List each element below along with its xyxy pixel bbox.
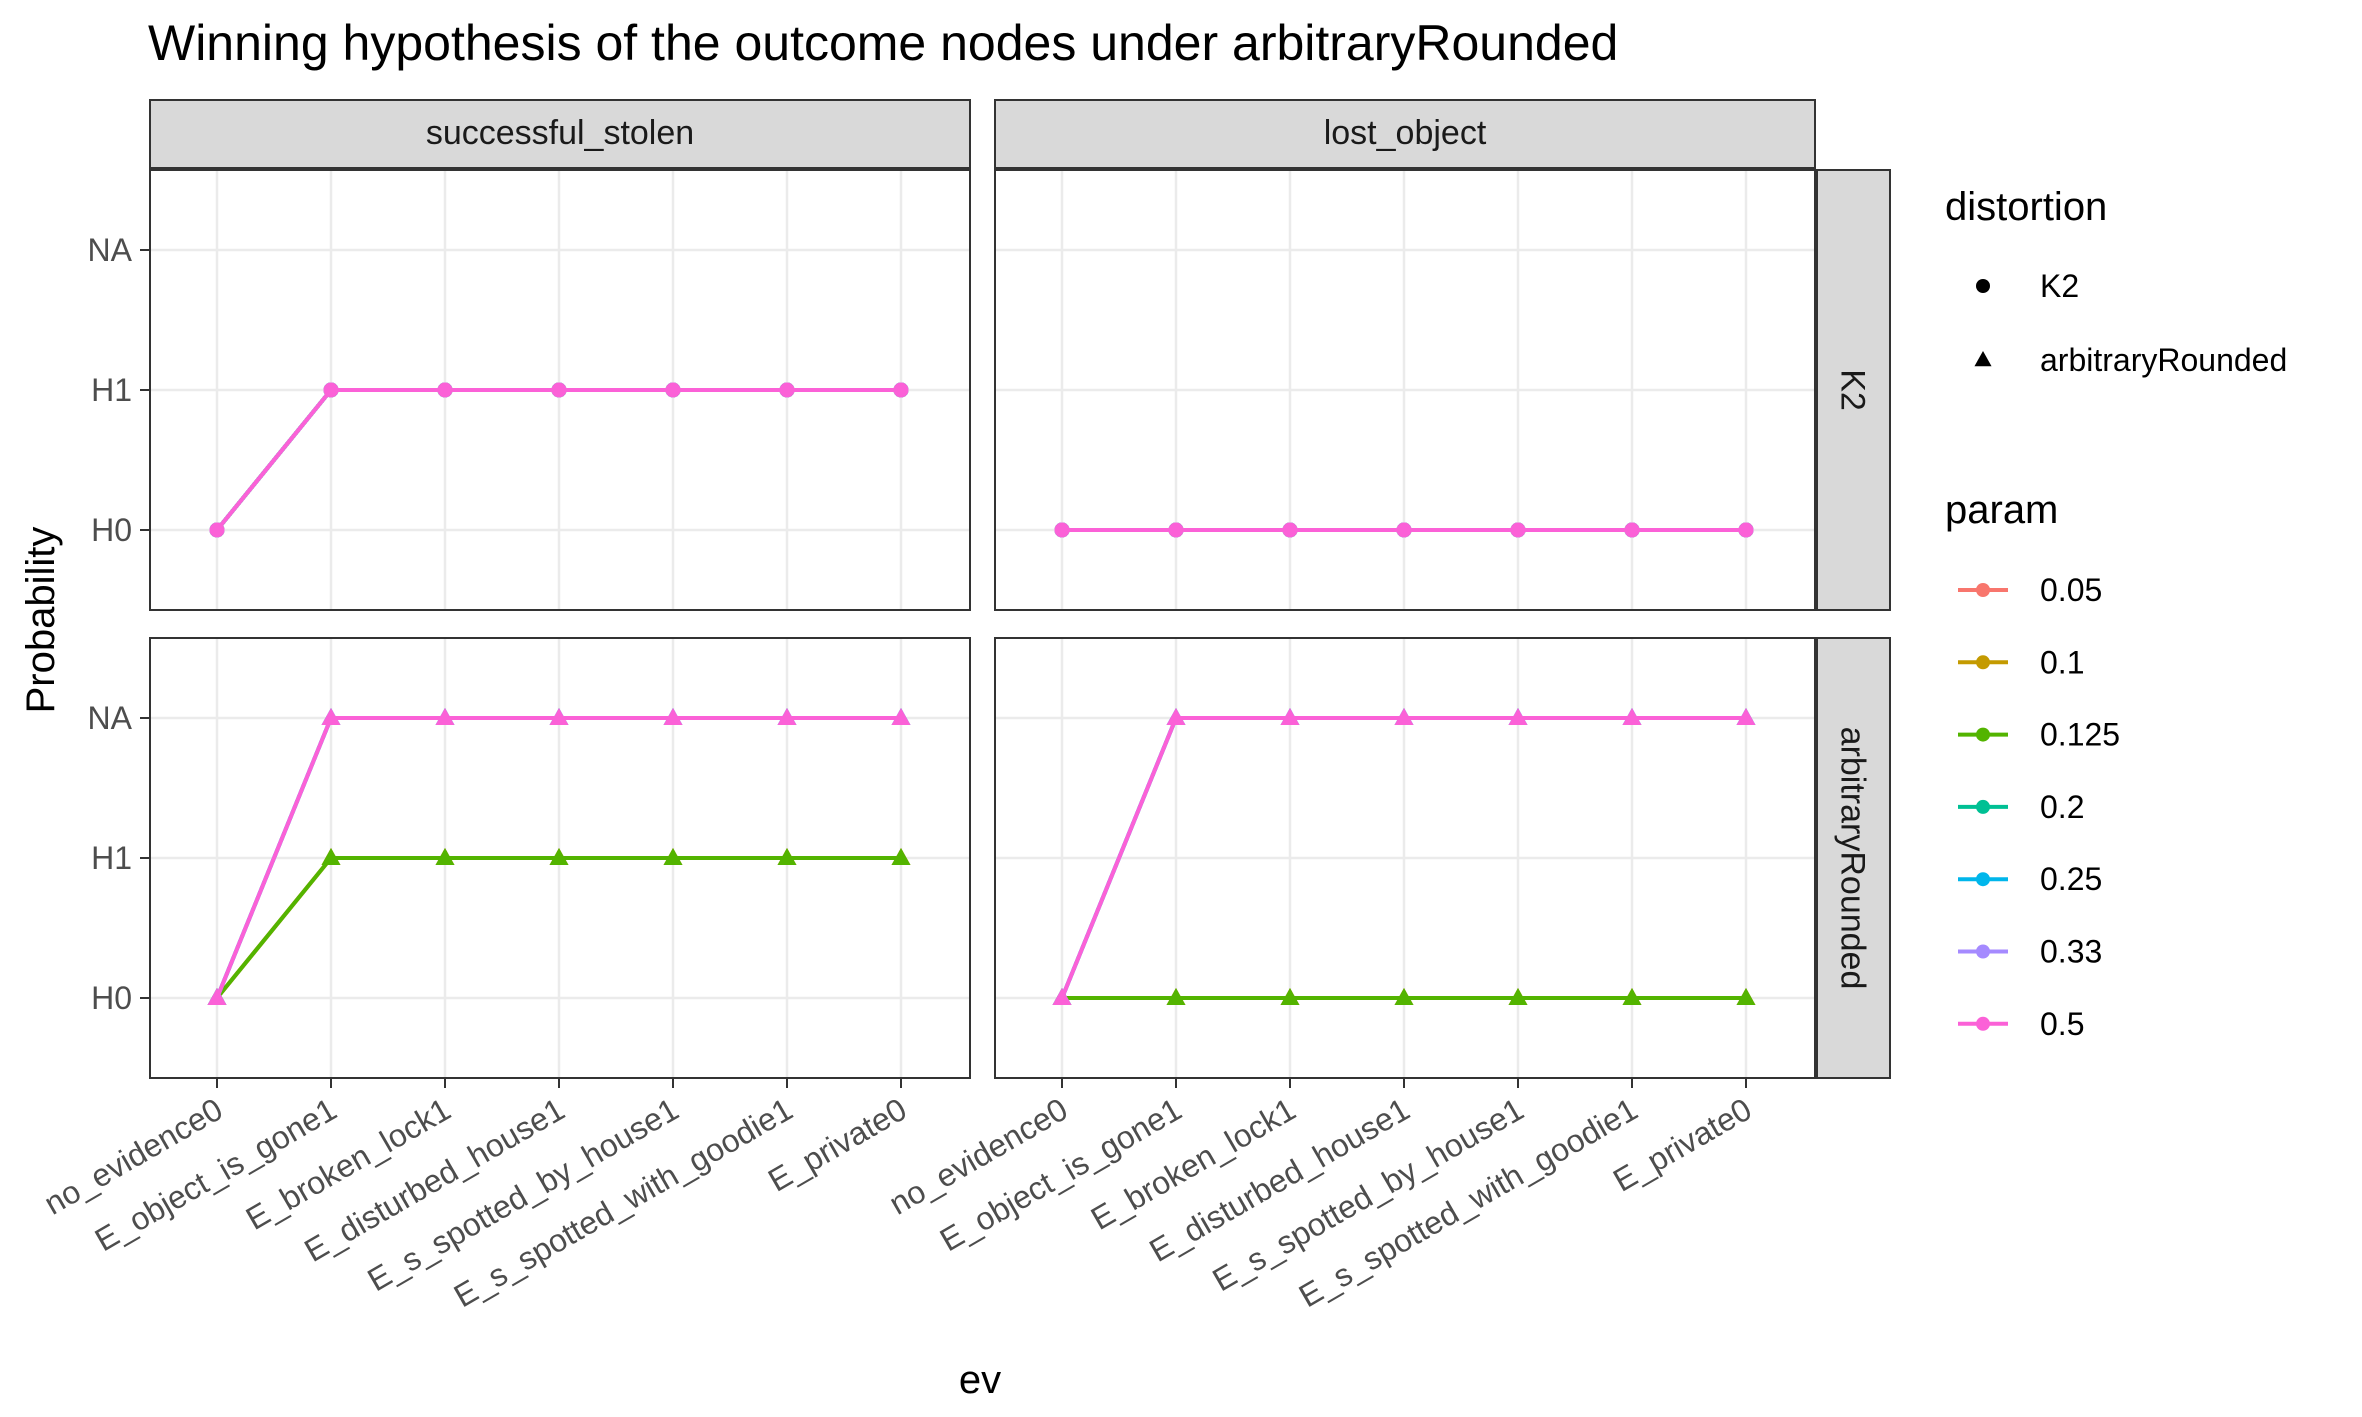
legend-key-point: [1976, 1016, 1990, 1031]
facet-panel: H0 H1 NA: [88, 169, 971, 611]
legend-label: 0.25: [2040, 861, 2102, 897]
data-point: [435, 848, 455, 865]
data-point: [1394, 708, 1414, 725]
data-point: [1622, 708, 1642, 725]
panels-layer: successful_stolen lost_object K2 arbitraryR…: [38, 99, 1891, 1314]
data-point: [1280, 708, 1300, 725]
data-point: [321, 708, 341, 725]
legend-label: arbitraryRounded: [2040, 342, 2287, 378]
data-point: [1396, 522, 1412, 538]
data-point: [207, 988, 227, 1005]
data-point: [323, 382, 339, 398]
data-point: [209, 522, 225, 538]
data-point: [1166, 988, 1186, 1005]
facet-panel: [994, 169, 1816, 611]
data-point: [1736, 708, 1756, 725]
y-tick-label: NA: [88, 232, 133, 268]
data-point: [1168, 522, 1184, 538]
legend-key-point: [1976, 655, 1990, 670]
facet-strip-label: lost_object: [1324, 114, 1487, 152]
facet-panel: no_evidence0E_object_is_gone1E_broken_lo…: [883, 637, 1816, 1314]
data-point: [549, 848, 569, 865]
legend-title-param: param: [1945, 488, 2058, 532]
data-point: [321, 848, 341, 865]
data-point: [1052, 988, 1072, 1005]
data-point: [777, 708, 797, 725]
y-axis-title: Probability: [19, 527, 63, 714]
legend-title-distortion: distortion: [1945, 185, 2107, 229]
data-point: [1736, 988, 1756, 1005]
legend-key-point: [1976, 799, 1990, 814]
legend-label: K2: [2040, 268, 2079, 304]
legend-key-shape: [1976, 279, 1990, 293]
facet-strip-column: [149, 99, 971, 169]
data-point: [1508, 708, 1528, 725]
data-point: [1166, 708, 1186, 725]
data-point: [891, 708, 911, 725]
panel-border: [994, 169, 1816, 611]
data-point: [665, 382, 681, 398]
legend-label: 0.2: [2040, 789, 2084, 825]
y-tick-label: NA: [88, 700, 133, 736]
data-point: [1624, 522, 1640, 538]
data-point: [1738, 522, 1754, 538]
y-tick-label: H0: [91, 512, 132, 548]
legend-key-point: [1976, 583, 1990, 597]
data-point: [891, 848, 911, 865]
x-axis-title: ev: [959, 1358, 1001, 1402]
facet-strip-row: [1816, 637, 1891, 1079]
facet-strip-row: [1816, 169, 1891, 611]
y-tick-label: H0: [91, 980, 132, 1016]
legend-label: 0.33: [2040, 934, 2102, 970]
data-point: [551, 382, 567, 398]
data-point: [1508, 988, 1528, 1005]
legend-label: 0.5: [2040, 1006, 2084, 1042]
data-point: [437, 382, 453, 398]
data-point: [435, 708, 455, 725]
data-point: [663, 708, 683, 725]
legend-label: 0.05: [2040, 572, 2102, 608]
facet-strip-label: successful_stolen: [426, 114, 694, 152]
data-point: [893, 382, 909, 398]
legend-label: 0.125: [2040, 717, 2120, 753]
data-point: [1282, 522, 1298, 538]
legend-key-point: [1976, 944, 1990, 959]
data-point: [549, 708, 569, 725]
legend-key-point: [1976, 872, 1990, 887]
data-point: [1394, 988, 1414, 1005]
data-point: [1280, 988, 1300, 1005]
legend: distortion K2 arbitraryRounded param 0.05 0.1…: [1945, 185, 2287, 1042]
data-point: [1510, 522, 1526, 538]
facet-strip-label: K2: [1834, 369, 1872, 411]
facet-strip-column: [994, 99, 1816, 169]
data-point: [1622, 988, 1642, 1005]
data-point: [777, 848, 797, 865]
y-tick-label: H1: [91, 372, 132, 408]
data-point: [663, 848, 683, 865]
facet-strip-label: arbitraryRounded: [1834, 727, 1872, 990]
data-point: [779, 382, 795, 398]
facet-panel: H0H1NAno_evidence0E_object_is_gone1E_bro…: [38, 637, 971, 1314]
y-tick-label: H1: [91, 840, 132, 876]
legend-key-point: [1976, 727, 1990, 742]
chart-title: Winning hypothesis of the outcome nodes …: [148, 15, 1618, 71]
legend-label: 0.1: [2040, 644, 2084, 680]
data-point: [1054, 522, 1070, 538]
legend-key-shape: [1974, 351, 1992, 367]
